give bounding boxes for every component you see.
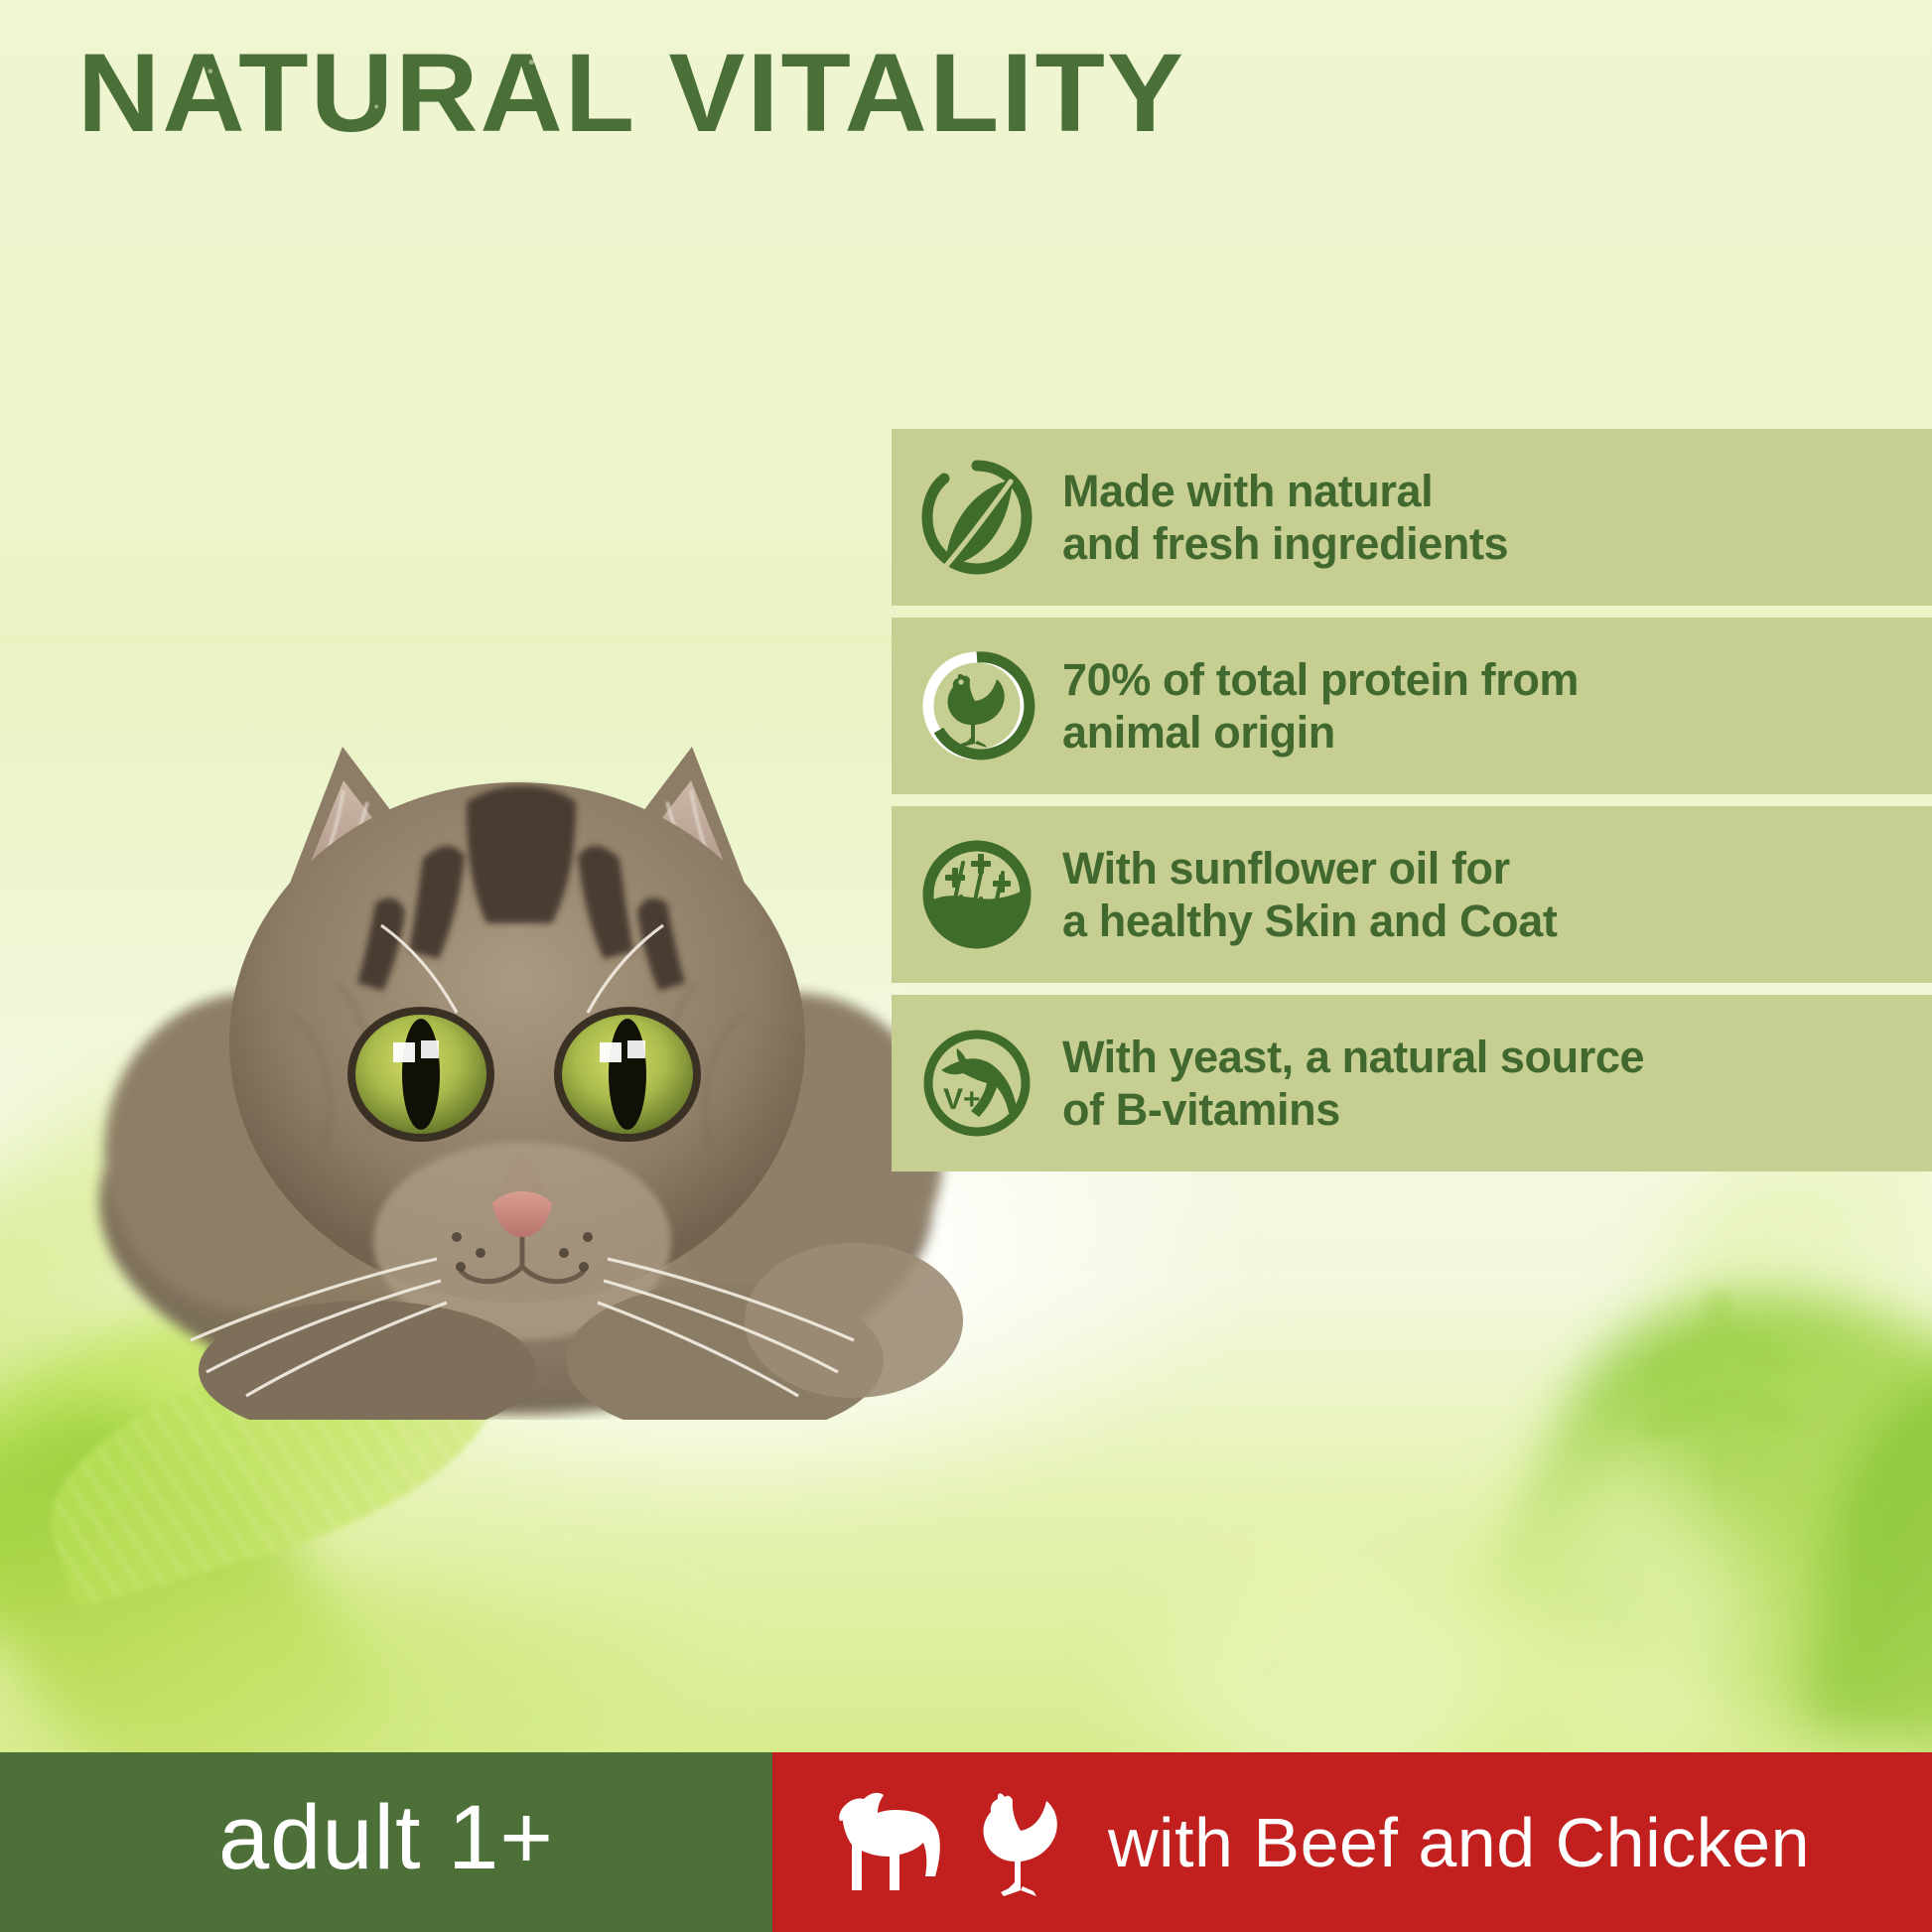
page-title-text: NATURAL VITALITY: [77, 31, 1185, 155]
page-title: NATURAL VITALITY: [77, 38, 1185, 149]
benefit-line-2: of B-vitamins: [1062, 1084, 1340, 1135]
life-stage-label: adult 1+: [218, 1787, 554, 1888]
decorative-leaf-icon: [1489, 1218, 1932, 1800]
benefit-line-1: Made with natural: [1062, 465, 1434, 516]
benefit-text: With yeast, a natural source of B-vitami…: [1062, 1031, 1654, 1136]
flavour-block: with Beef and Chicken: [772, 1752, 1932, 1932]
jumping-cat-vitamin-icon: V+: [892, 995, 1062, 1172]
bottom-banner: adult 1+ with Beef and Chicken: [0, 1752, 1932, 1932]
meat-icons-group: [826, 1779, 1072, 1906]
benefit-item-yeast-b-vitamins: V+ With yeast, a natural source of B-vit…: [892, 995, 1932, 1172]
cat-photo: [99, 747, 963, 1420]
benefit-line-1: With yeast, a natural source: [1062, 1031, 1645, 1082]
chicken-icon: [983, 1792, 1057, 1896]
benefit-item-skin-and-coat: With sunflower oil for a healthy Skin an…: [892, 806, 1932, 983]
hair-follicles-skin-coat-icon: [892, 806, 1062, 983]
cow-icon: [839, 1792, 940, 1890]
leaf-in-circle-icon: [892, 429, 1062, 606]
benefits-list: Made with natural and fresh ingredients: [892, 429, 1932, 1183]
benefit-text: With sunflower oil for a healthy Skin an…: [1062, 842, 1567, 947]
benefit-line-2: a healthy Skin and Coat: [1062, 896, 1558, 946]
benefit-line-2: and fresh ingredients: [1062, 518, 1509, 569]
decorative-sprig-icon: [1640, 1291, 1801, 1505]
benefit-text: Made with natural and fresh ingredients: [1062, 465, 1518, 570]
flavour-label: with Beef and Chicken: [1108, 1803, 1811, 1881]
decorative-leaf-icon: [1801, 1353, 1932, 1764]
benefit-item-natural-ingredients: Made with natural and fresh ingredients: [892, 429, 1932, 606]
vitamin-plus-label: V+: [943, 1083, 981, 1116]
benefit-line-1: With sunflower oil for: [1062, 842, 1510, 894]
benefit-item-animal-protein: 70% of total protein from animal origin: [892, 618, 1932, 794]
benefit-line-2: animal origin: [1062, 707, 1335, 758]
chicken-in-70-percent-ring-icon: [892, 618, 1062, 794]
benefit-line-1: 70% of total protein from: [1062, 653, 1580, 705]
life-stage-block: adult 1+: [0, 1752, 772, 1932]
benefit-text: 70% of total protein from animal origin: [1062, 653, 1588, 759]
